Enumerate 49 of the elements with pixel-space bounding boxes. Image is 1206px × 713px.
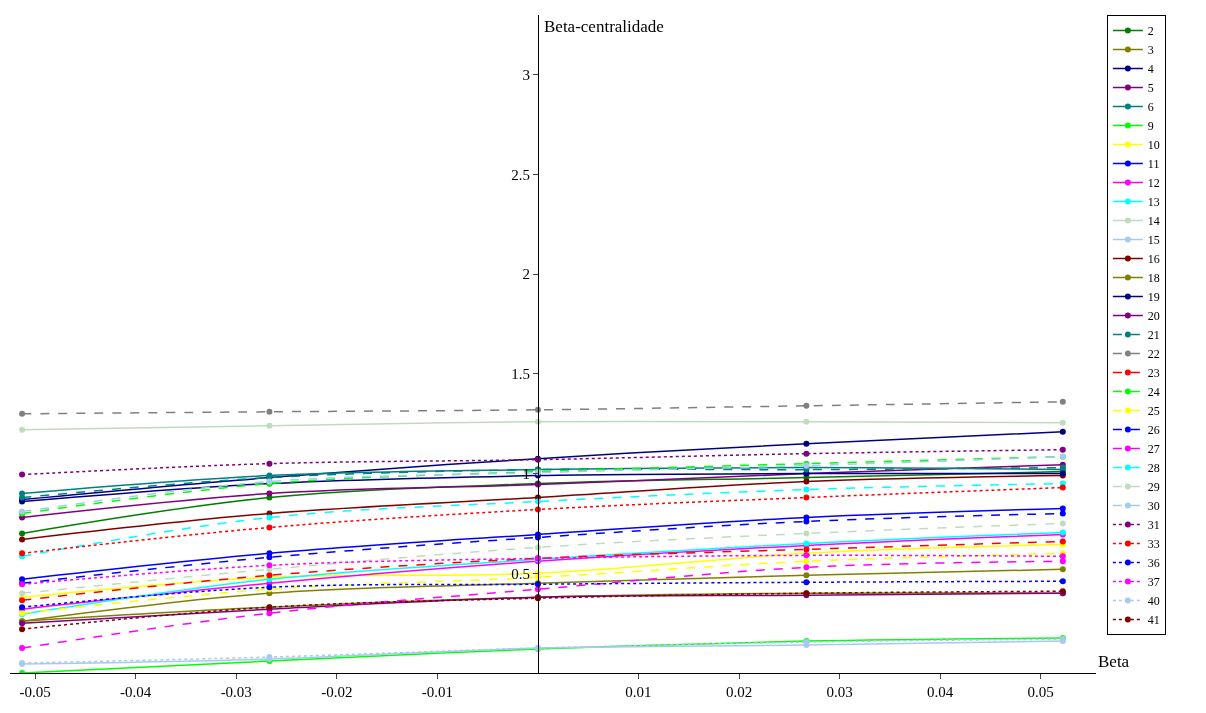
legend-label: 31 [1147, 518, 1160, 533]
x-tick-label: -0.03 [220, 684, 252, 700]
legend-label: 36 [1147, 556, 1160, 571]
legend-label: 37 [1147, 575, 1160, 590]
legend-label: 14 [1147, 214, 1160, 229]
legend-label: 41 [1147, 613, 1160, 628]
legend-label: 30 [1147, 499, 1160, 514]
legend-label: 9 [1147, 119, 1154, 134]
legend-label: 12 [1147, 176, 1160, 191]
legend-label: 40 [1147, 594, 1160, 609]
x-tick-label: -0.01 [421, 684, 453, 700]
legend-label: 26 [1147, 423, 1160, 438]
legend-label: 15 [1147, 233, 1160, 248]
y-tick-label: 1 [522, 465, 530, 482]
legend-label: 25 [1147, 404, 1160, 419]
x-tick-label: -0.02 [321, 684, 353, 700]
legend-label: 20 [1147, 309, 1160, 324]
x-tick-label: 0.04 [927, 684, 954, 700]
x-tick-label: 0.05 [1027, 684, 1054, 700]
legend-label: 19 [1147, 290, 1160, 305]
y-tick-label: 1.5 [511, 366, 530, 383]
legend-label: 27 [1147, 442, 1160, 457]
y-tick-label: 3 [522, 67, 530, 84]
legend-label: 6 [1147, 100, 1154, 115]
legend-label: 10 [1147, 138, 1160, 153]
y-tick-label: 2.5 [511, 166, 530, 183]
legend-label: 29 [1147, 480, 1160, 495]
legend-label: 33 [1147, 537, 1160, 552]
legend-label: 24 [1147, 385, 1160, 400]
legend-label: 28 [1147, 461, 1160, 476]
y-axis-title: Beta-centralidade [544, 17, 664, 36]
legend-label: 11 [1147, 157, 1160, 172]
legend-label: 16 [1147, 252, 1160, 267]
legend-label: 22 [1147, 347, 1160, 362]
legend-label: 23 [1147, 366, 1160, 381]
legend-label: 5 [1147, 81, 1154, 96]
legend-label: 18 [1147, 271, 1160, 286]
x-tick-label: -0.05 [19, 684, 51, 700]
x-tick-label: 0.03 [826, 684, 853, 700]
y-tick-label: 2 [522, 266, 530, 283]
legend-label: 3 [1147, 43, 1154, 58]
legend-label: 13 [1147, 195, 1160, 210]
legend-label: 4 [1147, 62, 1154, 77]
legend-label: 2 [1147, 24, 1154, 39]
x-tick-label: -0.04 [120, 684, 152, 700]
x-tick-label: 0.02 [725, 684, 753, 700]
x-axis-title: Beta [1098, 652, 1130, 671]
legend-label: 21 [1147, 328, 1160, 343]
x-tick-label: 0.01 [625, 684, 652, 700]
